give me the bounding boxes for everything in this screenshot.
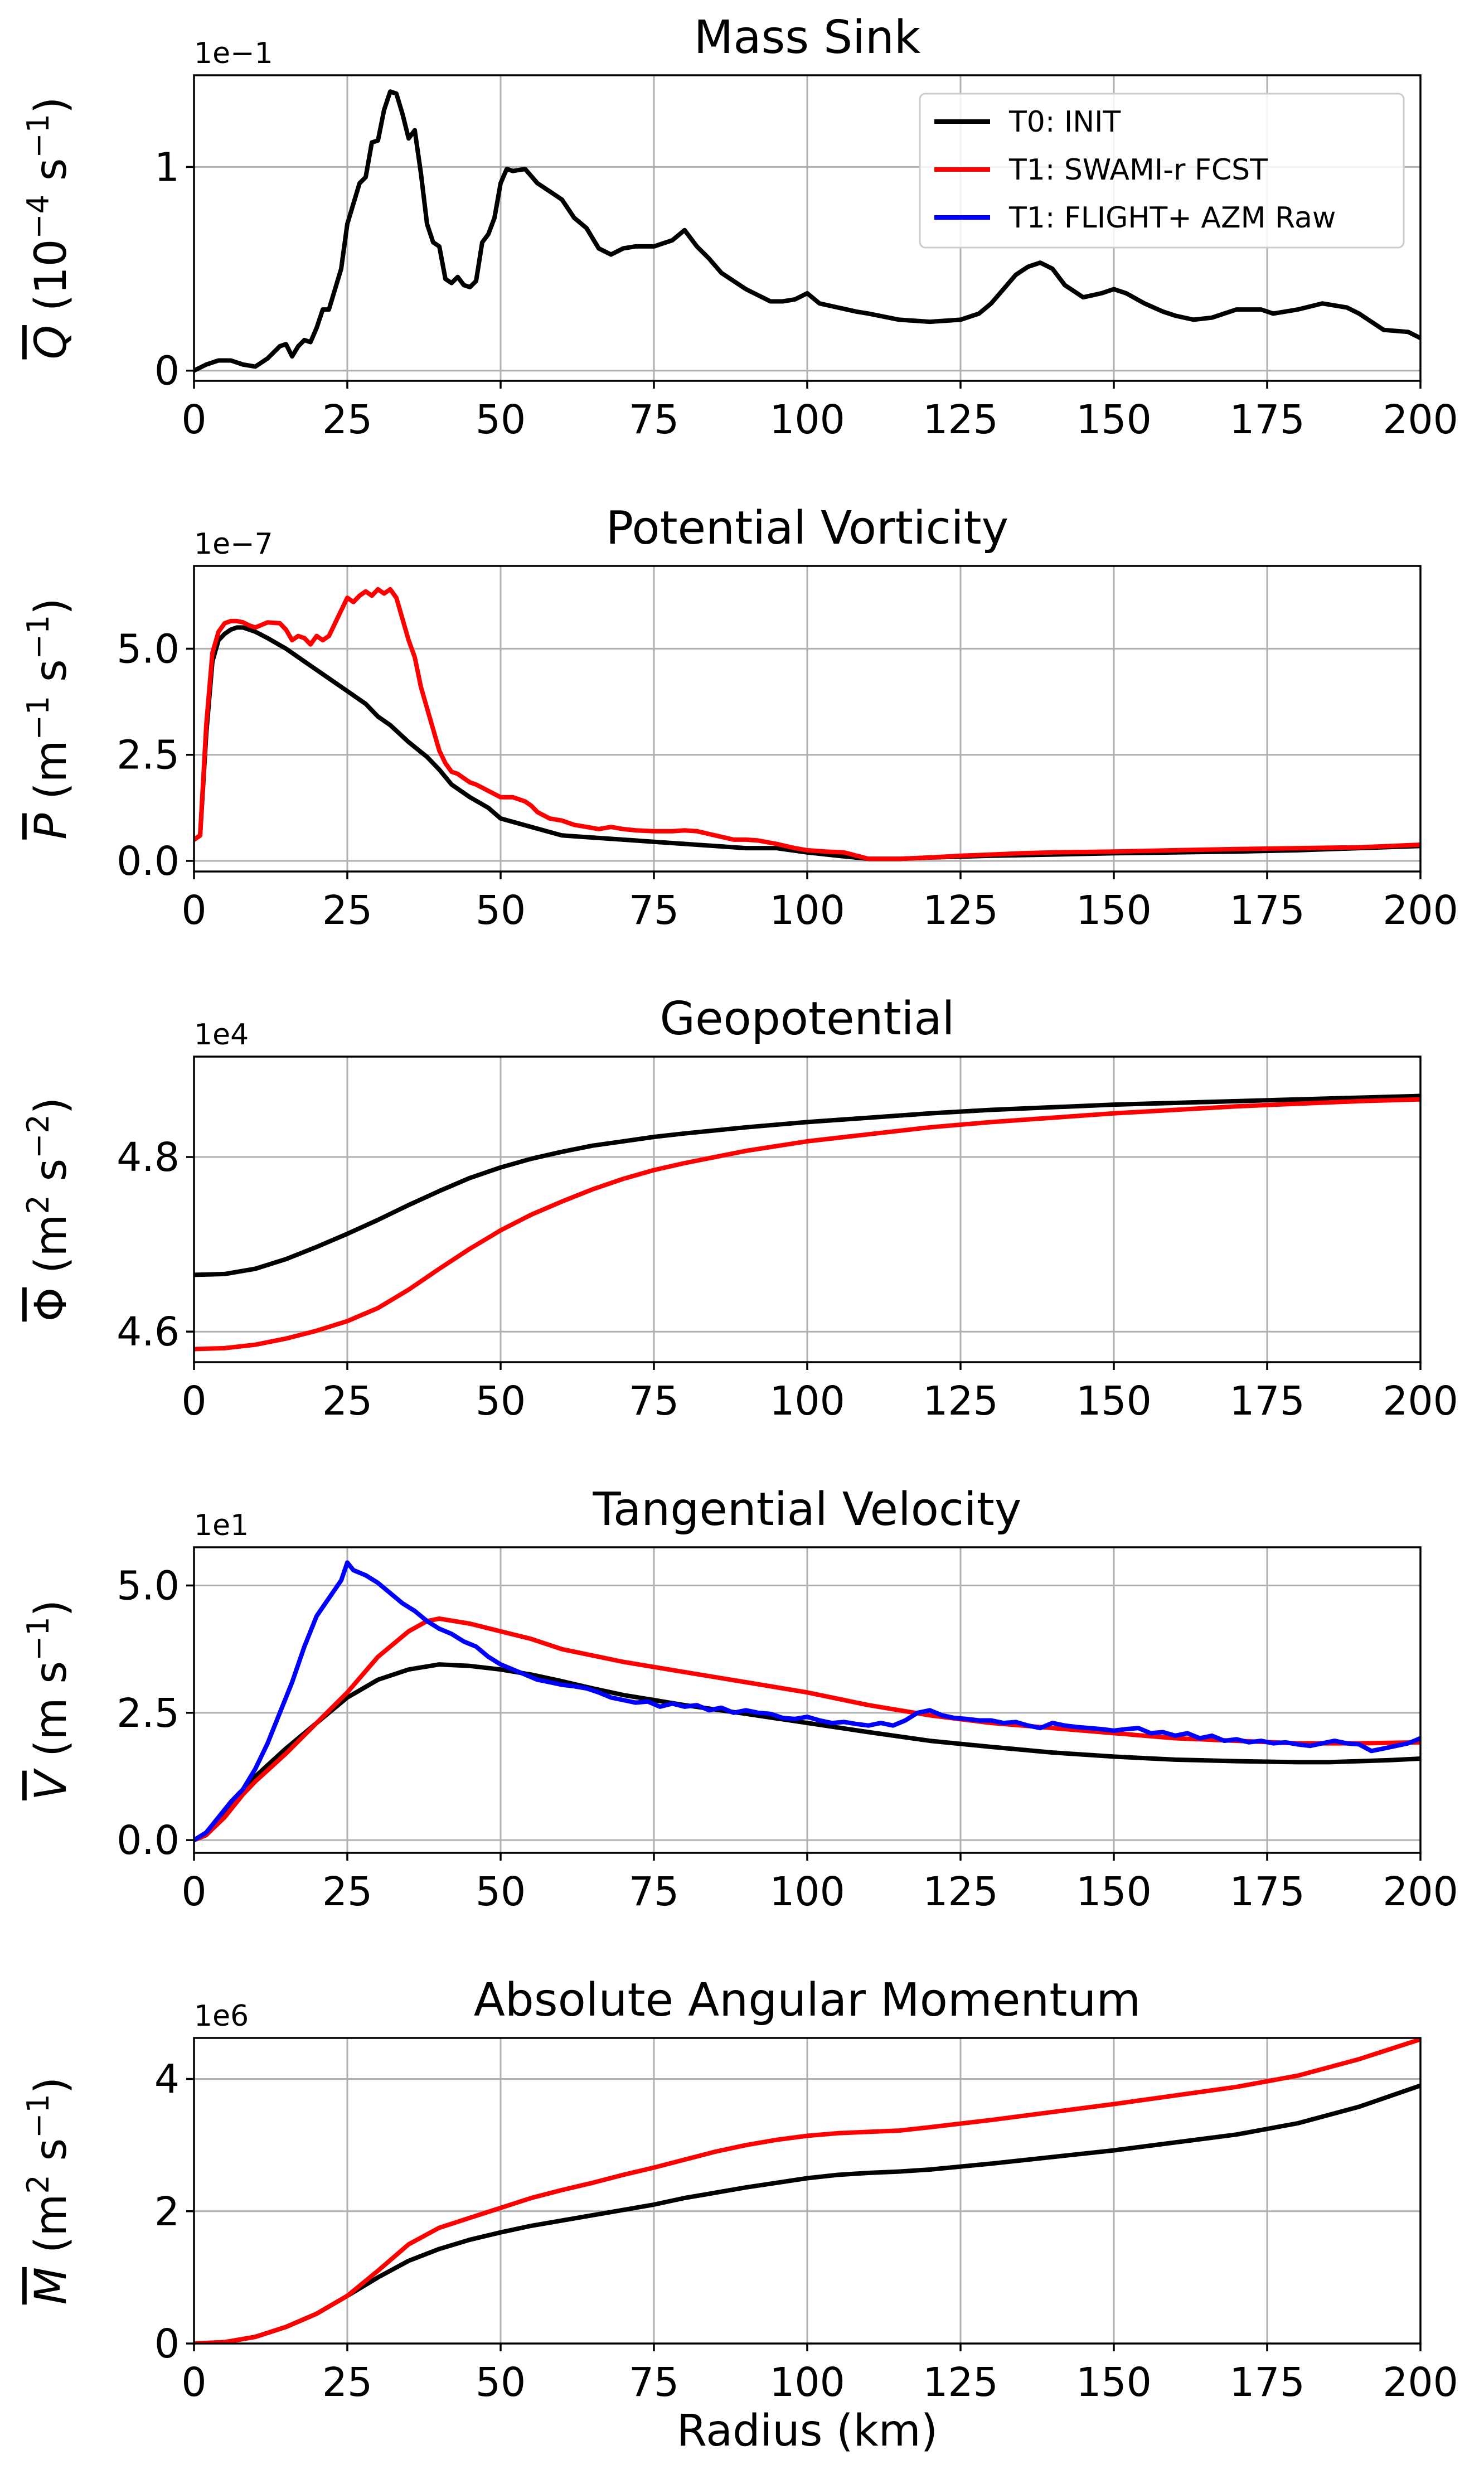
x-tick-label: 50 [476, 887, 526, 933]
legend-entry: T1: FLIGHT+ AZM Raw [1008, 201, 1336, 235]
y-tick-label: 2.5 [117, 1690, 180, 1736]
panel-5: 0 25 50 75 100 125 150 175 200 0 2 4 Absolute Angula… [21, 1974, 1458, 2456]
x-tick-label: 200 [1383, 887, 1458, 933]
y-tick-label: 2 [154, 2189, 180, 2235]
x-tick-label: 75 [629, 396, 679, 443]
panel-1: 0 25 50 75 100 125 150 175 200 0 1 Mass Sink 1e−1 Q (… [21, 11, 1458, 443]
x-tick-label: 175 [1229, 1378, 1305, 1424]
x-tick-label: 150 [1076, 887, 1152, 933]
legend-entry: T0: INIT [1008, 105, 1121, 139]
legend: T0: INIT T1: SWAMI-r FCST T1: FLIGHT+ AZM … [919, 93, 1405, 249]
x-tick-label: 150 [1076, 396, 1152, 443]
panel-title: Absolute Angular Momentum [474, 1974, 1141, 2027]
panel-3: 0 25 50 75 100 125 150 175 200 4.6 4.8 Geopotential… [21, 992, 1458, 1424]
y-tick-label: 0.0 [117, 838, 180, 884]
series-line-t1-flight-azm-raw [194, 1560, 1420, 1843]
axis-scale-offset: 1e1 [194, 1509, 249, 1542]
series-line-t1-swami-r-fcst [194, 1616, 1420, 1843]
x-tick-label: 125 [923, 1378, 998, 1424]
y-tick-label: 0 [154, 2321, 180, 2367]
x-tick-label: 100 [769, 2359, 845, 2405]
y-axis-label: Φ (m2 s−2) [21, 1097, 77, 1321]
x-tick-label: 150 [1076, 1868, 1152, 1915]
x-tick-label: 200 [1383, 1378, 1458, 1424]
x-tick-label: 175 [1229, 887, 1305, 933]
x-tick-label: 75 [629, 2359, 679, 2405]
panel-title: Mass Sink [694, 11, 921, 64]
series-line-t1-swami-r-fcst [194, 1097, 1420, 1352]
x-tick-label: 50 [476, 1868, 526, 1915]
x-tick-label: 25 [322, 887, 372, 933]
y-tick-label: 0.0 [117, 1817, 180, 1863]
y-tick-label: 4.6 [117, 1309, 180, 1355]
x-tick-label: 100 [769, 1378, 845, 1424]
x-tick-label: 50 [476, 1378, 526, 1424]
x-tick-label: 25 [322, 1378, 372, 1424]
panel-title: Potential Vorticity [606, 502, 1008, 555]
y-tick-label: 2.5 [117, 732, 180, 778]
x-tick-label: 100 [769, 1868, 845, 1915]
x-tick-label: 175 [1229, 396, 1305, 443]
x-tick-label: 25 [322, 396, 372, 443]
x-tick-label: 175 [1229, 1868, 1305, 1915]
x-tick-label: 150 [1076, 1378, 1152, 1424]
x-tick-label: 0 [181, 1868, 206, 1915]
x-tick-label: 75 [629, 1378, 679, 1424]
panel-title: Geopotential [660, 992, 955, 1045]
panel-4: 0 25 50 75 100 125 150 175 200 0.0 2.5 5.0 Tangentia… [21, 1483, 1458, 1915]
legend-entry: T1: SWAMI-r FCST [1008, 153, 1268, 187]
panel-title: Tangential Velocity [593, 1483, 1022, 1536]
x-tick-label: 200 [1383, 1868, 1458, 1915]
x-tick-label: 100 [769, 396, 845, 443]
x-tick-label: 125 [923, 2359, 998, 2405]
series-line-t1-swami-r-fcst [194, 587, 1420, 861]
y-axis-label: P (m−1 s−1) [21, 598, 77, 839]
y-tick-label: 5.0 [117, 626, 180, 672]
legend-box [919, 93, 1405, 249]
x-tick-label: 200 [1383, 396, 1458, 443]
x-tick-label: 150 [1076, 2359, 1152, 2405]
x-tick-label: 0 [181, 1378, 206, 1424]
y-tick-label: 0 [154, 348, 180, 394]
axis-scale-offset: 1e4 [194, 1018, 249, 1052]
series-line-t0-init [194, 1093, 1420, 1277]
x-tick-label: 0 [181, 396, 206, 443]
series-line-t0-init [194, 89, 1420, 373]
x-tick-label: 0 [181, 887, 206, 933]
x-tick-label: 125 [923, 887, 998, 933]
x-tick-label: 125 [923, 1868, 998, 1915]
x-axis-label: Radius (km) [677, 2406, 938, 2456]
x-tick-label: 50 [476, 396, 526, 443]
x-tick-label: 25 [322, 2359, 372, 2405]
y-axis-label: M (m2 s−1) [21, 2077, 77, 2304]
x-tick-label: 50 [476, 2359, 526, 2405]
x-tick-label: 25 [322, 1868, 372, 1915]
x-tick-label: 200 [1383, 2359, 1458, 2405]
x-tick-label: 75 [629, 1868, 679, 1915]
y-axis-label: V (m s−1) [21, 1600, 77, 1800]
axis-scale-offset: 1e−7 [194, 527, 273, 561]
panel-2: 0 25 50 75 100 125 150 175 200 0.0 2.5 5.0 Potential… [21, 502, 1458, 933]
y-tick-label: 4 [154, 2056, 180, 2103]
x-tick-label: 75 [629, 887, 679, 933]
x-tick-label: 125 [923, 396, 998, 443]
y-tick-label: 5.0 [117, 1563, 180, 1609]
y-axis-label: Q (10−4 s−1) [21, 97, 77, 360]
x-tick-label: 0 [181, 2359, 206, 2405]
axis-scale-offset: 1e6 [194, 1999, 249, 2033]
series-line-t1-swami-r-fcst [194, 2038, 1420, 2344]
series-line-t0-init [194, 1662, 1420, 1843]
y-tick-label: 1 [154, 144, 180, 190]
x-tick-label: 175 [1229, 2359, 1305, 2405]
axis-scale-offset: 1e−1 [194, 37, 273, 70]
x-tick-label: 100 [769, 887, 845, 933]
y-tick-label: 4.8 [117, 1134, 180, 1180]
